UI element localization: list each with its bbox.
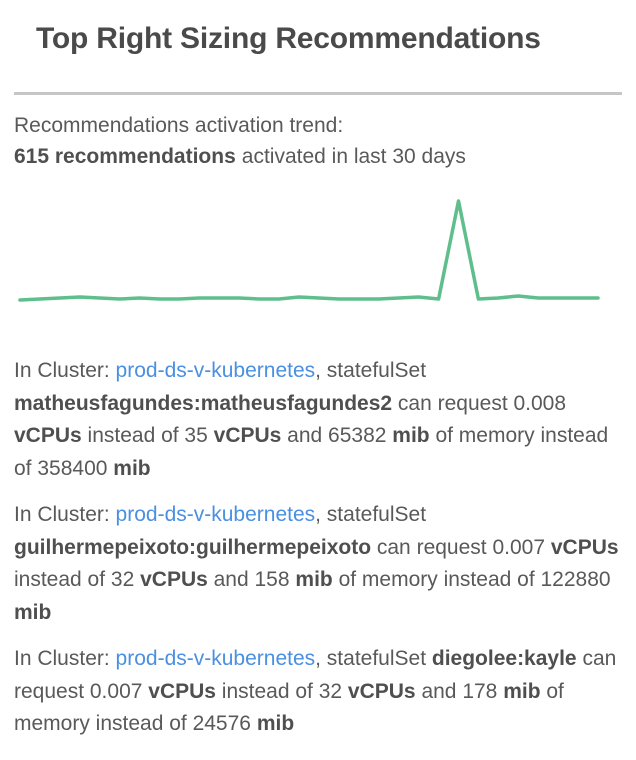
rec-bold-text: mib	[295, 568, 333, 591]
rec-bold-text: mib	[503, 679, 541, 703]
rec-text: In Cluster:	[14, 647, 116, 670]
rec-bold-text: matheusfagundes:matheusfagundes2	[14, 391, 393, 415]
rec-text: instead of 35	[81, 424, 214, 447]
rec-bold-text: diegolee:kayle	[431, 647, 577, 670]
rec-bold-text: vCPUs	[550, 535, 619, 559]
trend-summary: Recommendations activation trend: 615 re…	[14, 110, 622, 172]
rec-text: In Cluster:	[14, 359, 116, 382]
rec-text: , statefulSet	[315, 503, 427, 526]
rec-text: , statefulSet	[315, 359, 427, 382]
trend-line	[18, 199, 600, 302]
rec-bold-text: vCPUs	[347, 679, 416, 703]
trend-sparkline-svg	[18, 199, 600, 302]
rec-bold-text: vCPUs	[148, 679, 216, 703]
rec-text: of memory instead of 24576	[14, 679, 564, 736]
trend-rest: activated in last 30 days	[241, 145, 466, 168]
rec-text: of memory instead of 358400	[14, 424, 609, 480]
rec-text: and 158	[207, 568, 296, 591]
cluster-link[interactable]: prod-ds-v-kubernetes	[115, 647, 316, 670]
rec-text: instead of 32	[14, 568, 141, 591]
recommendation-item: In Cluster: prod-ds-v-kubernetes, statef…	[14, 499, 622, 629]
recommendation-item: In Cluster: prod-ds-v-kubernetes, statef…	[14, 643, 622, 741]
rec-bold-text: vCPUs	[14, 424, 82, 447]
rec-text: instead of 32	[215, 679, 348, 703]
title-divider	[14, 92, 622, 95]
rec-text: can request 0.008	[392, 391, 567, 415]
trend-detail: 615 recommendations activated in last 30 …	[14, 141, 622, 172]
recommendation-item: In Cluster: prod-ds-v-kubernetes, statef…	[14, 355, 622, 485]
cluster-link[interactable]: prod-ds-v-kubernetes	[115, 359, 316, 382]
cluster-link[interactable]: prod-ds-v-kubernetes	[115, 503, 316, 526]
rec-text: can request 0.007	[371, 535, 551, 559]
rec-text: can request 0.007	[14, 647, 617, 703]
rec-bold-text: mib	[392, 424, 430, 447]
rec-bold-text: vCPUs	[140, 568, 208, 591]
rec-text: , statefulSet	[315, 647, 432, 670]
rec-text: and 178	[415, 679, 504, 703]
page-title: Top Right Sizing Recommendations	[36, 22, 541, 55]
trend-count: 615 recommendations	[14, 145, 236, 168]
rec-text: and 65382	[281, 424, 393, 447]
recommendations-list: In Cluster: prod-ds-v-kubernetes, statef…	[0, 355, 636, 741]
rec-bold-text: vCPUs	[213, 424, 282, 447]
rec-bold-text: mib	[14, 600, 52, 624]
rec-bold-text: guilhermepeixoto:guilhermepeixoto	[14, 535, 372, 559]
rec-bold-text: mib	[256, 712, 295, 735]
trend-label: Recommendations activation trend:	[14, 114, 344, 137]
rec-text: In Cluster:	[14, 503, 116, 526]
activation-trend-chart	[0, 184, 636, 319]
rec-text: of memory instead of 122880	[332, 568, 611, 591]
rec-bold-text: mib	[113, 456, 151, 480]
